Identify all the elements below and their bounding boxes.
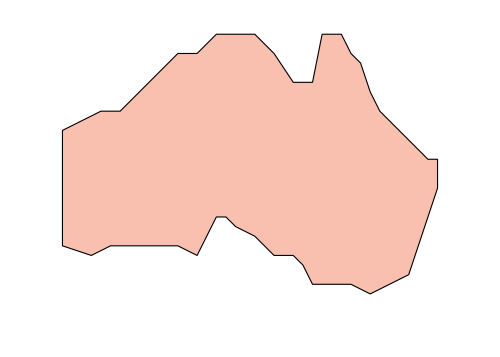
Polygon shape	[62, 34, 438, 294]
